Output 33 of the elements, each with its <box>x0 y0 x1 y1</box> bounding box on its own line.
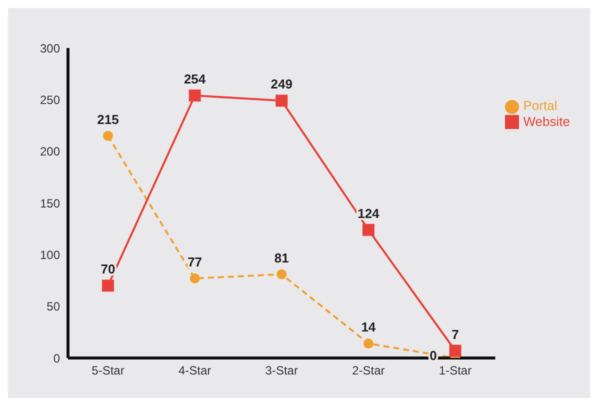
point <box>362 224 374 236</box>
y-tick-label: 200 <box>40 144 60 159</box>
data-label: 77 <box>188 254 202 270</box>
y-tick-label: 300 <box>40 41 60 56</box>
point <box>190 273 200 284</box>
data-label: 215 <box>97 112 119 127</box>
y-tick-label: 150 <box>40 196 60 210</box>
data-label: 14 <box>361 320 376 335</box>
point <box>188 90 201 102</box>
x-tick-label: 1-Star <box>438 364 472 378</box>
legend-label: Website <box>523 114 570 129</box>
point <box>276 269 287 280</box>
data-label: 249 <box>270 76 292 92</box>
x-tick-label: 3-Star <box>265 364 298 378</box>
x-tick-label: 4-Star <box>178 364 212 378</box>
x-tick-label: 5-Star <box>92 364 124 378</box>
point <box>103 130 113 141</box>
x-tick-label: 2-Star <box>352 364 385 378</box>
y-tick-label: 100 <box>40 248 60 262</box>
point <box>276 94 288 107</box>
data-label: 0 <box>430 348 437 363</box>
y-tick-label: 0 <box>53 351 60 366</box>
point <box>363 338 374 349</box>
y-tick-label: 250 <box>40 92 60 107</box>
point <box>449 344 462 357</box>
data-label: 254 <box>184 72 206 87</box>
y-tick-label: 50 <box>46 300 60 314</box>
data-label: 81 <box>274 250 289 266</box>
point <box>102 280 114 292</box>
data-label: 7 <box>452 326 459 342</box>
legend-label: Portal <box>523 98 558 113</box>
data-label: 124 <box>358 206 380 221</box>
data-label: 70 <box>100 262 116 277</box>
